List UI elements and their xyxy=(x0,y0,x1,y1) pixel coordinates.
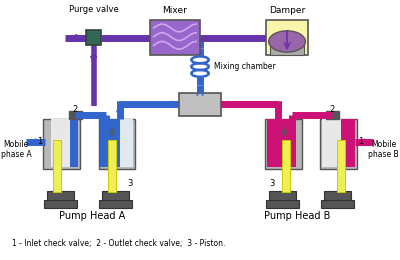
Bar xyxy=(265,119,302,169)
Text: 2: 2 xyxy=(73,105,78,114)
Text: 3: 3 xyxy=(128,179,133,188)
Text: 3: 3 xyxy=(270,179,275,188)
Bar xyxy=(100,119,120,167)
Bar xyxy=(324,191,351,201)
Bar xyxy=(100,200,132,208)
Text: 1: 1 xyxy=(37,136,42,146)
Bar xyxy=(270,42,304,55)
Bar xyxy=(267,119,296,167)
Bar xyxy=(68,111,82,119)
Bar xyxy=(266,200,299,208)
Bar xyxy=(337,140,345,192)
Bar xyxy=(51,119,70,167)
Bar xyxy=(120,119,133,167)
Text: 1 - Inlet check valve;  2 - Outlet check valve;  3 - Piston.: 1 - Inlet check valve; 2 - Outlet check … xyxy=(12,239,225,248)
Ellipse shape xyxy=(269,31,306,52)
Bar xyxy=(102,191,130,201)
Bar xyxy=(86,30,102,45)
Bar xyxy=(282,140,290,192)
Text: Mobile
phase B: Mobile phase B xyxy=(368,140,399,159)
Bar xyxy=(179,93,221,116)
Bar xyxy=(108,140,116,192)
Bar xyxy=(341,119,355,167)
Bar xyxy=(150,20,200,55)
Text: Pump Head A: Pump Head A xyxy=(59,211,125,221)
Text: Damper: Damper xyxy=(269,6,305,15)
Text: Purge valve: Purge valve xyxy=(69,5,118,15)
Bar xyxy=(266,20,308,55)
Text: 1: 1 xyxy=(358,136,363,146)
Bar xyxy=(98,119,135,169)
Text: Mixing chamber: Mixing chamber xyxy=(214,62,275,71)
Bar xyxy=(47,191,74,201)
Bar xyxy=(326,111,339,119)
Text: 2: 2 xyxy=(330,105,335,114)
Bar xyxy=(44,200,77,208)
Bar xyxy=(53,140,61,192)
Bar xyxy=(320,119,357,169)
Bar xyxy=(70,119,78,167)
Bar xyxy=(322,119,341,167)
Text: Mixer: Mixer xyxy=(162,6,187,15)
Bar xyxy=(44,119,80,169)
Text: Mobile
phase A: Mobile phase A xyxy=(1,140,32,159)
Bar xyxy=(321,200,354,208)
Bar xyxy=(269,191,296,201)
Text: Pump Head B: Pump Head B xyxy=(264,211,330,221)
